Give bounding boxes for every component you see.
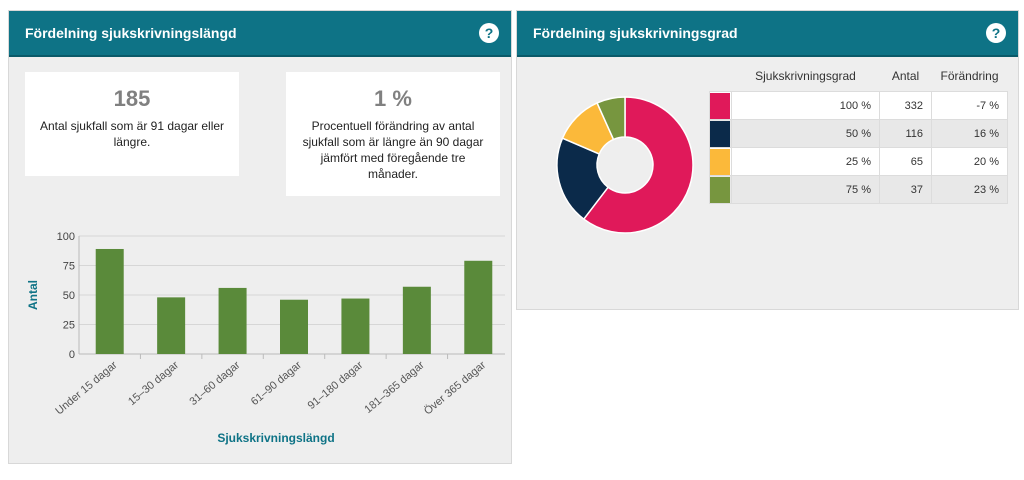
degree-legend-table: Sjukskrivningsgrad Antal Förändring 100 … bbox=[709, 63, 1008, 204]
y-tick-label: 50 bbox=[63, 290, 75, 302]
y-tick-label: 75 bbox=[63, 261, 75, 273]
y-tick-label: 0 bbox=[69, 349, 75, 361]
panel-title: Fördelning sjukskrivningslängd bbox=[25, 25, 237, 41]
color-swatch-cell bbox=[709, 119, 732, 148]
y-tick-label: 25 bbox=[63, 320, 75, 332]
table-row[interactable]: 50 % 116 16 % bbox=[709, 119, 1008, 148]
panel-header: Fördelning sjukskrivningsgrad ? bbox=[517, 11, 1018, 57]
bar[interactable] bbox=[157, 297, 186, 354]
bar[interactable] bbox=[402, 286, 431, 354]
help-icon[interactable]: ? bbox=[986, 23, 1006, 43]
cell-grad: 100 % bbox=[731, 91, 880, 120]
x-tick-label: 181–365 dagar bbox=[362, 359, 427, 416]
bar[interactable] bbox=[341, 298, 370, 354]
color-swatch bbox=[710, 120, 730, 147]
table-row[interactable]: 100 % 332 -7 % bbox=[709, 91, 1008, 120]
table-row[interactable]: 25 % 65 20 % bbox=[709, 147, 1008, 176]
kpi-percent-change: 1 % Procentuell förändring av antal sjuk… bbox=[286, 72, 500, 196]
kpi-description: Antal sjukfall som är 91 dagar eller län… bbox=[39, 119, 225, 149]
x-tick-label: 61–90 dagar bbox=[249, 359, 304, 408]
kpi-description: Procentuell förändring av antal sjukfall… bbox=[302, 119, 484, 181]
color-swatch bbox=[710, 148, 730, 175]
donut-chart bbox=[556, 96, 694, 234]
x-tick-label: Över 365 dagar bbox=[422, 359, 489, 418]
degree-distribution-panel: Fördelning sjukskrivningsgrad ? Sjukskri… bbox=[516, 10, 1019, 310]
cell-change: 23 % bbox=[931, 175, 1008, 204]
color-swatch-cell bbox=[709, 147, 732, 176]
kpi-long-sick-leave-count: 185 Antal sjukfall som är 91 dagar eller… bbox=[25, 72, 239, 176]
y-tick-label: 100 bbox=[57, 231, 75, 243]
cell-grad: 75 % bbox=[731, 175, 880, 204]
color-swatch bbox=[710, 176, 730, 203]
panel-title: Fördelning sjukskrivningsgrad bbox=[533, 25, 738, 41]
cell-change: -7 % bbox=[931, 91, 1008, 120]
x-tick-label: 91–180 dagar bbox=[306, 359, 366, 412]
cell-grad: 25 % bbox=[731, 147, 880, 176]
cell-antal: 65 bbox=[879, 147, 932, 176]
color-swatch bbox=[710, 92, 730, 119]
color-swatch-cell bbox=[709, 91, 732, 120]
bar[interactable] bbox=[464, 260, 493, 354]
cell-antal: 37 bbox=[879, 175, 932, 204]
cell-antal: 116 bbox=[879, 119, 932, 148]
bar[interactable] bbox=[95, 248, 124, 354]
x-tick-label: Under 15 dagar bbox=[53, 359, 120, 418]
cell-grad: 50 % bbox=[731, 119, 880, 148]
column-header-antal[interactable]: Antal bbox=[891, 69, 920, 83]
x-axis-title: Sjukskrivningslängd bbox=[217, 431, 334, 445]
bar-chart: 0 25 50 75 100 Under 15 dagar 15–30 dagar 31–60… bbox=[26, 231, 505, 445]
bar[interactable] bbox=[218, 287, 247, 354]
cell-antal: 332 bbox=[879, 91, 932, 120]
cell-change: 20 % bbox=[931, 147, 1008, 176]
swatch-header bbox=[710, 63, 732, 92]
panel-header: Fördelning sjukskrivningslängd ? bbox=[9, 11, 511, 57]
kpi-value: 185 bbox=[113, 86, 151, 111]
length-distribution-panel: Fördelning sjukskrivningslängd ? 185 Ant… bbox=[8, 10, 512, 464]
help-icon[interactable]: ? bbox=[479, 23, 499, 43]
x-tick-label: 15–30 dagar bbox=[126, 359, 181, 408]
bar[interactable] bbox=[280, 299, 308, 354]
table-header-row: Sjukskrivningsgrad Antal Förändring bbox=[710, 63, 1008, 92]
donut-slice[interactable] bbox=[596, 96, 626, 141]
table-row[interactable]: 75 % 37 23 % bbox=[709, 175, 1008, 204]
x-tick-label: 31–60 dagar bbox=[187, 359, 242, 408]
column-header-grad[interactable]: Sjukskrivningsgrad bbox=[755, 69, 856, 83]
color-swatch-cell bbox=[709, 175, 732, 204]
column-header-change[interactable]: Förändring bbox=[940, 69, 999, 83]
donut-slice[interactable] bbox=[582, 96, 694, 234]
kpi-value: 1 % bbox=[374, 86, 412, 111]
cell-change: 16 % bbox=[931, 119, 1008, 148]
donut-slice[interactable] bbox=[556, 137, 610, 221]
y-axis-title: Antal bbox=[26, 280, 40, 310]
